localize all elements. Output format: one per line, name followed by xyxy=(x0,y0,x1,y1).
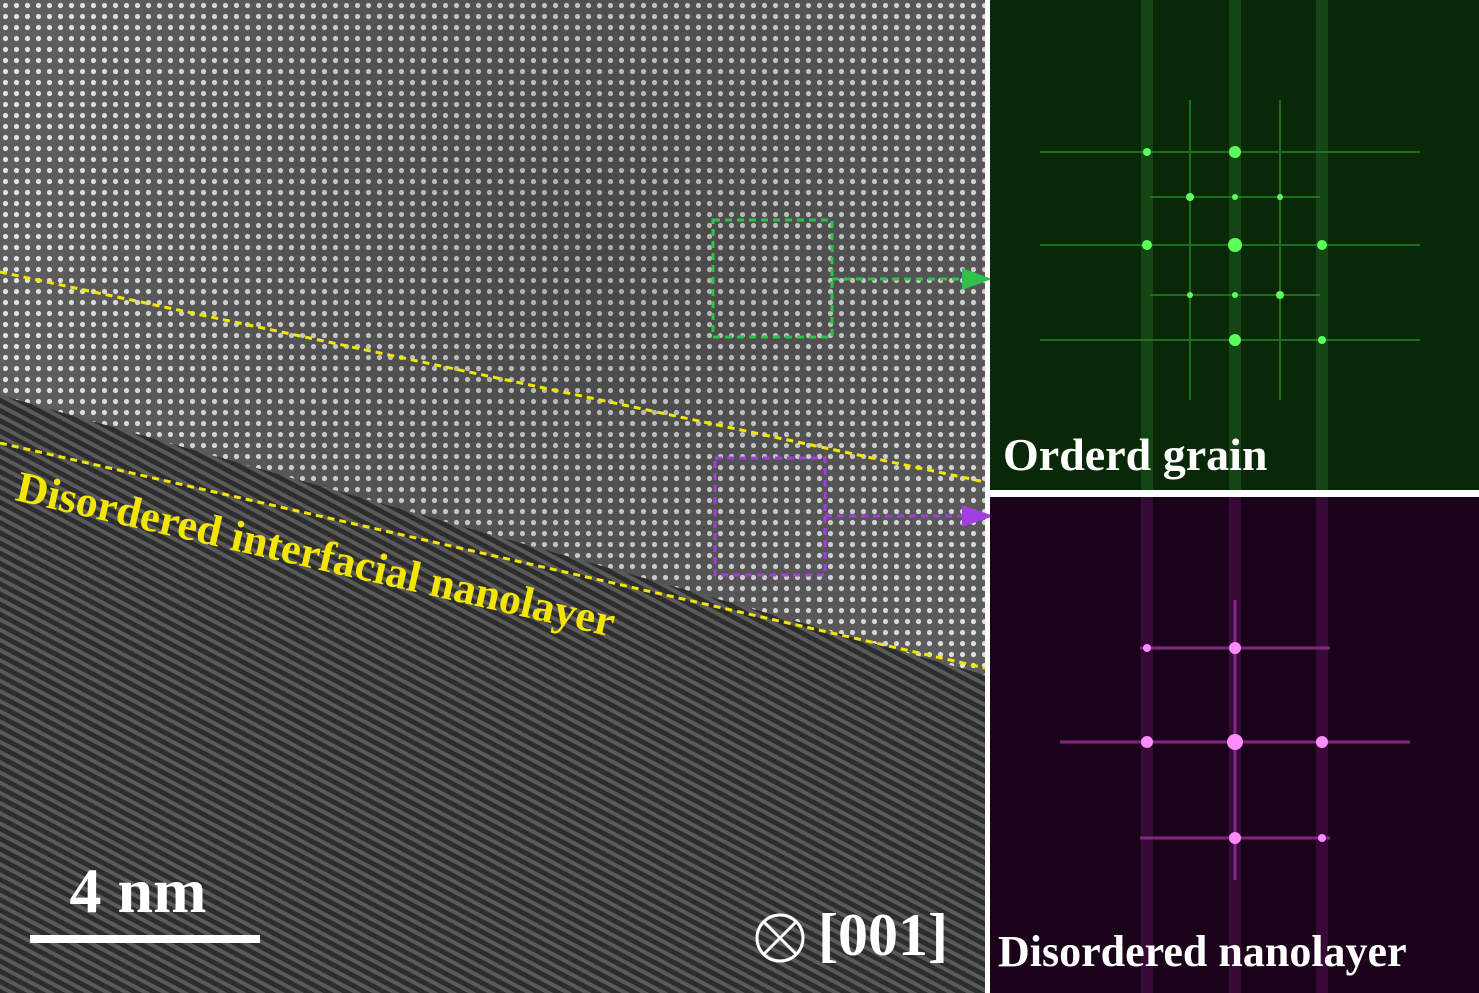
hrtem-image: Disordered interfacial nanolayer 4 nm [0… xyxy=(0,0,994,993)
disordered-region xyxy=(0,395,985,993)
panel-label: Disordered nanolayer xyxy=(998,927,1407,976)
arrow-head xyxy=(962,268,992,290)
fft-spots xyxy=(1142,146,1327,346)
zone-axis-symbol xyxy=(755,913,805,963)
boundary-line xyxy=(0,441,986,670)
fft-panel: Orderd grain xyxy=(990,0,1479,490)
fft-panel: Disordered nanolayer xyxy=(990,497,1479,993)
disordered-shade xyxy=(0,395,985,993)
selection-box xyxy=(711,218,834,339)
scale-bar xyxy=(30,935,260,943)
scale-bar-label: 4 nm xyxy=(70,855,207,926)
zone-axis-label: [001] xyxy=(818,902,948,968)
panel-label: Orderd grain xyxy=(1003,429,1267,480)
fft-spots xyxy=(1141,642,1328,844)
arrow-head xyxy=(962,505,994,527)
